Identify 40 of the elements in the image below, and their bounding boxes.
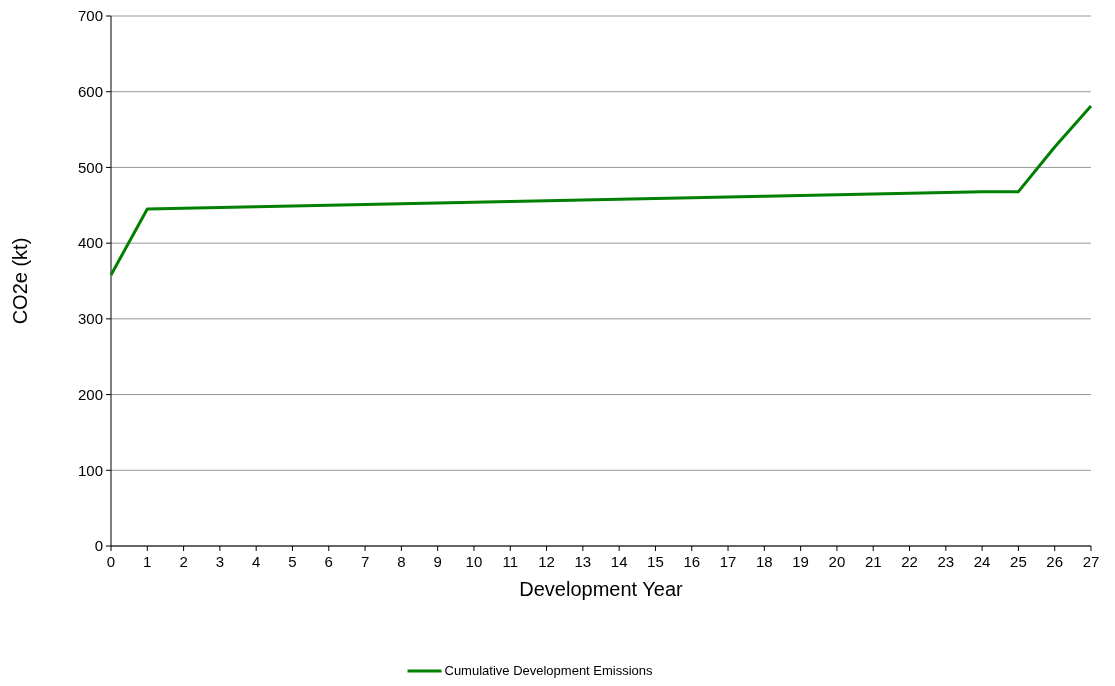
x-tick-label: 21 — [864, 553, 882, 570]
x-tick-label: 9 — [433, 553, 442, 570]
x-tick-label: 14 — [610, 553, 628, 570]
y-tick-label: 700 — [77, 7, 103, 25]
x-tick-label: 10 — [465, 553, 483, 570]
x-tick-label: 19 — [792, 553, 809, 570]
x-tick-label: 23 — [937, 553, 955, 570]
y-tick-label: 100 — [77, 461, 103, 479]
x-tick-label: 15 — [647, 553, 664, 570]
x-tick-label: 11 — [502, 553, 519, 570]
y-tick-label: 500 — [77, 158, 103, 176]
y-tick-label: 300 — [77, 310, 103, 328]
x-tick-label: 24 — [973, 553, 991, 570]
x-tick-label: 20 — [828, 553, 846, 570]
y-tick-label: 400 — [77, 234, 103, 252]
y-tick-label: 0 — [94, 537, 103, 555]
x-tick-label: 17 — [719, 553, 737, 570]
x-tick-label: 6 — [324, 553, 333, 570]
x-tick-label: 27 — [1082, 553, 1100, 570]
x-tick-label: 4 — [252, 553, 261, 570]
line-series — [109, 104, 1093, 277]
x-tick-label: 2 — [179, 553, 188, 570]
x-tick-label: 13 — [574, 553, 592, 570]
legend-label: Cumulative Development Emissions — [444, 663, 654, 678]
x-tick-label: 3 — [215, 553, 225, 570]
x-axis-title: Development Year — [519, 578, 684, 600]
x-tick-label: 1 — [143, 553, 152, 570]
x-tick-label: 18 — [755, 553, 773, 570]
x-tick-label: 25 — [1010, 553, 1027, 570]
x-tick-label: 7 — [360, 553, 370, 570]
y-tick-label: 600 — [77, 82, 103, 100]
y-axis-title: CO2e (kt) — [9, 237, 31, 325]
x-tick-label: 26 — [1046, 553, 1064, 570]
x-tick-label: 8 — [397, 553, 406, 570]
x-tick-label: 16 — [683, 553, 701, 570]
x-tick-label: 0 — [106, 553, 116, 570]
y-tick-label: 200 — [77, 385, 103, 403]
x-tick-label: 12 — [538, 553, 555, 570]
x-tick-label: 22 — [901, 553, 918, 570]
x-tick-label: 5 — [288, 553, 297, 570]
